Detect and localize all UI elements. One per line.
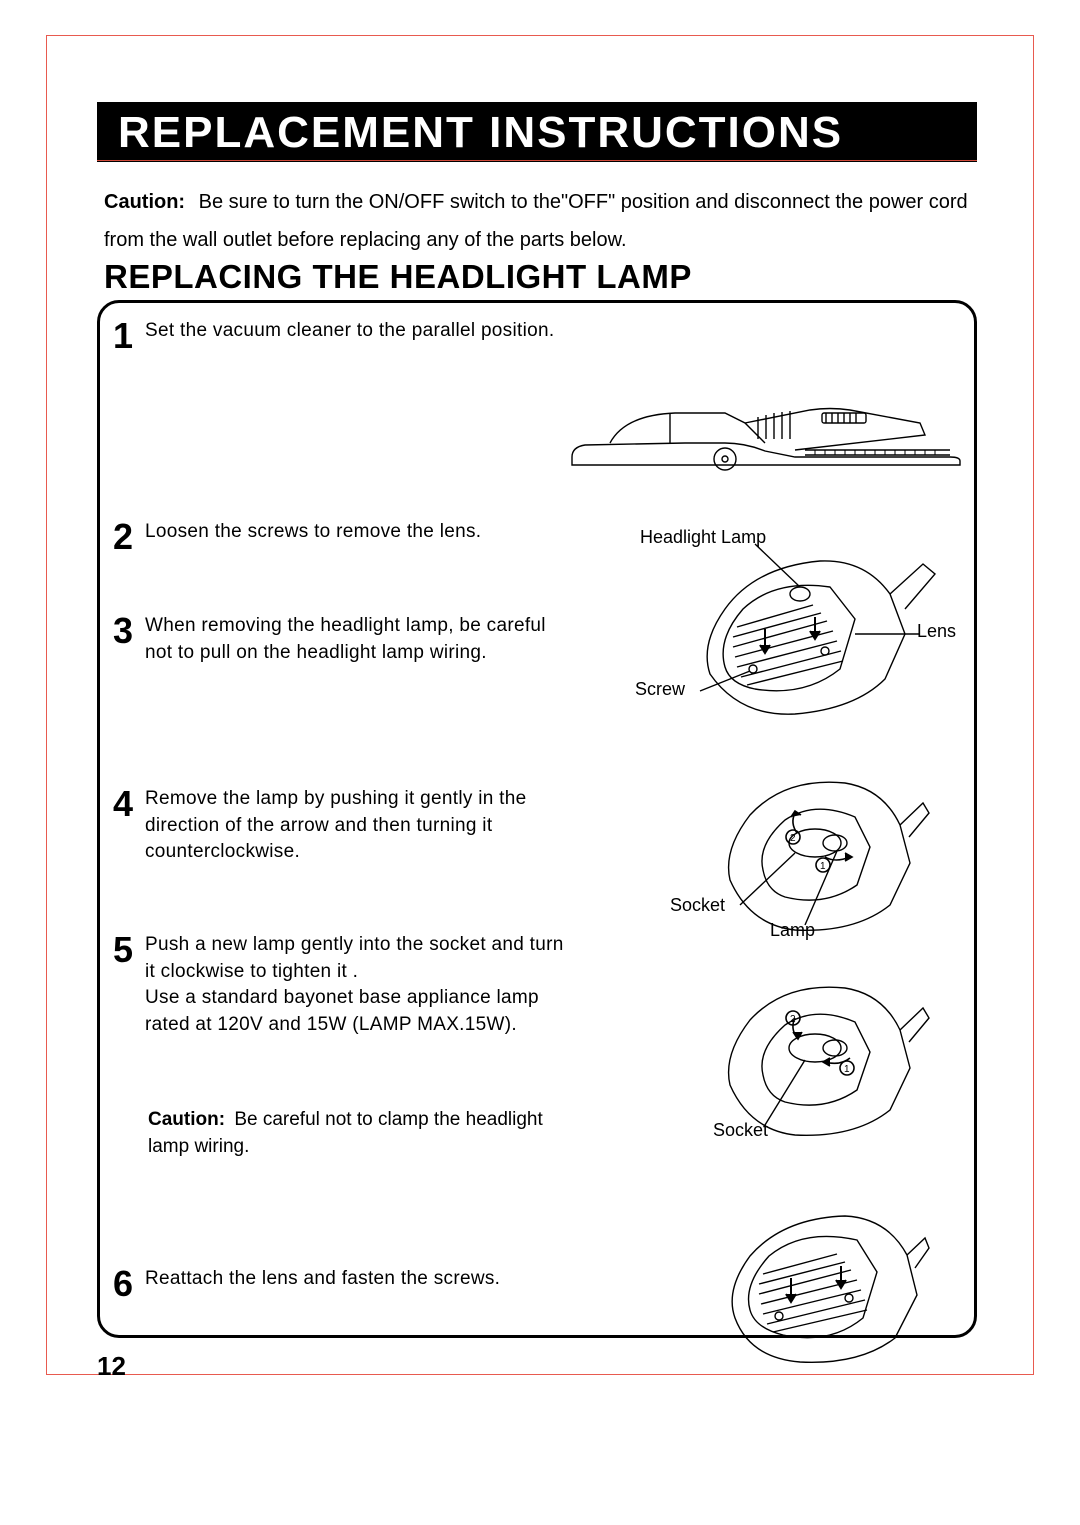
caution-text: Be sure to turn the ON/OFF switch to the… bbox=[104, 191, 968, 251]
step-2: 2 Loosen the screws to remove the lens. bbox=[113, 519, 573, 555]
diagram-socket-lamp: 1 2 Socket Lamp bbox=[695, 765, 930, 945]
step-number: 3 bbox=[113, 613, 145, 649]
section-heading: REPLACING THE HEADLIGHT LAMP bbox=[104, 258, 692, 296]
step-text: Remove the lamp by pushing it gently in … bbox=[145, 786, 573, 866]
label-lamp: Lamp bbox=[770, 920, 815, 941]
label-socket-2: Socket bbox=[713, 1120, 768, 1141]
svg-text:2: 2 bbox=[790, 833, 796, 844]
diagram-socket: 1 2 Socket bbox=[695, 970, 930, 1150]
caution-mid-label: Caution: bbox=[148, 1109, 225, 1130]
label-headlight-lamp: Headlight Lamp bbox=[640, 527, 766, 548]
diagram-vacuum-parallel bbox=[570, 395, 965, 485]
step-6: 6 Reattach the lens and fasten the screw… bbox=[113, 1266, 573, 1302]
page-title: REPLACEMENT INSTRUCTIONS bbox=[118, 108, 843, 158]
diagram-reattach bbox=[695, 1200, 930, 1375]
caution-label: Caution: bbox=[104, 191, 185, 213]
title-underline bbox=[97, 160, 977, 161]
step-number: 1 bbox=[113, 318, 145, 354]
step-number: 2 bbox=[113, 519, 145, 555]
label-socket: Socket bbox=[670, 895, 725, 916]
step-number: 6 bbox=[113, 1266, 145, 1302]
step-3: 3 When removing the headlight lamp, be c… bbox=[113, 613, 573, 666]
svg-text:2: 2 bbox=[790, 1014, 796, 1025]
label-lens: Lens bbox=[917, 621, 956, 642]
step-number: 5 bbox=[113, 932, 145, 968]
step-1: 1 Set the vacuum cleaner to the parallel… bbox=[113, 318, 573, 354]
step-text: Reattach the lens and fasten the screws. bbox=[145, 1266, 500, 1293]
step-number: 4 bbox=[113, 786, 145, 822]
step-text: When removing the headlight lamp, be car… bbox=[145, 613, 573, 666]
step-text: Push a new lamp gently into the socket a… bbox=[145, 932, 573, 1038]
caution-top: Caution: Be sure to turn the ON/OFF swit… bbox=[104, 183, 974, 259]
caution-mid: Caution: Be careful not to clamp the hea… bbox=[148, 1107, 578, 1160]
step-4: 4 Remove the lamp by pushing it gently i… bbox=[113, 786, 573, 866]
step-text: Set the vacuum cleaner to the parallel p… bbox=[145, 318, 554, 345]
page-number: 12 bbox=[97, 1351, 126, 1382]
label-screw: Screw bbox=[635, 679, 685, 700]
step-text: Loosen the screws to remove the lens. bbox=[145, 519, 481, 546]
svg-text:1: 1 bbox=[844, 1064, 850, 1075]
diagram-lens-screw: Headlight Lamp Lens Screw bbox=[655, 539, 945, 739]
step-5: 5 Push a new lamp gently into the socket… bbox=[113, 932, 573, 1038]
svg-text:1: 1 bbox=[820, 861, 826, 872]
